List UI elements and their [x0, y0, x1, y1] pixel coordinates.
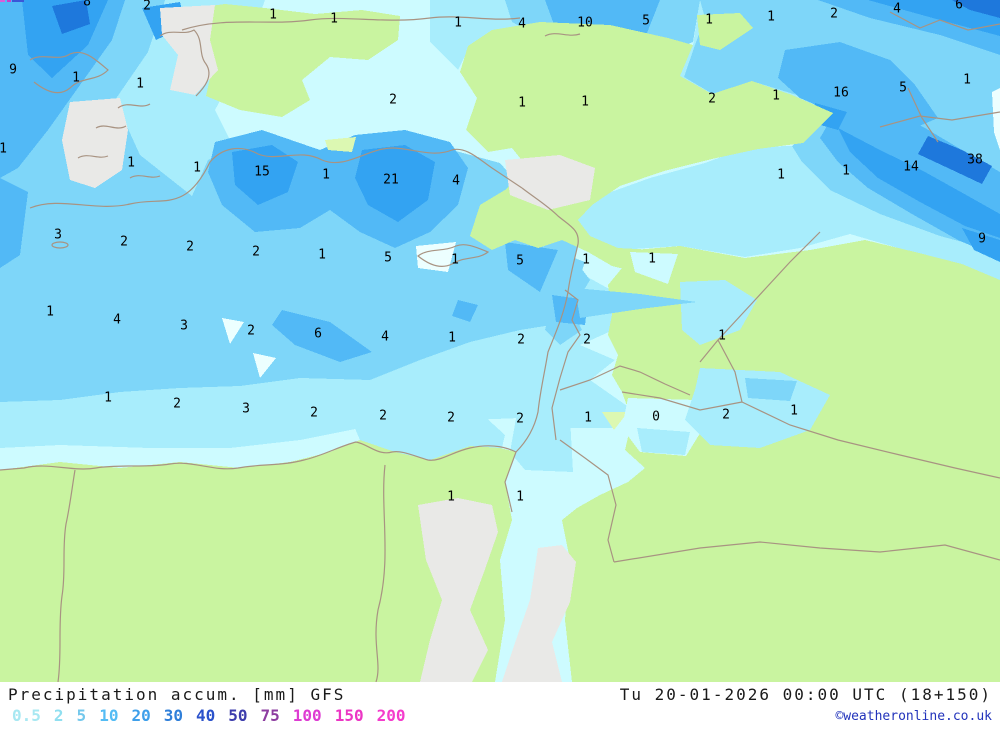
copyright-link[interactable]: ©weatheronline.co.uk	[835, 709, 992, 724]
scale-value: 50	[228, 706, 248, 725]
precipitation-map-canvas	[0, 0, 1000, 682]
scale-value: 200	[376, 706, 406, 725]
scale-value: 40	[195, 706, 216, 725]
map-footer: Precipitation accum. [mm] GFS 0.5 2 5 10 20 3…	[0, 682, 1000, 733]
gray-regions	[62, 5, 595, 682]
scale-value: 150	[334, 706, 364, 725]
scale-value: 100	[292, 706, 322, 725]
scale-value: 0.5	[12, 706, 41, 725]
scale-value: 2	[53, 706, 64, 725]
scale-value: 30	[163, 706, 183, 725]
forecast-datetime: Tu 20-01-2026 00:00 UTC (18+150)	[619, 685, 992, 704]
scale-value: 75	[260, 706, 280, 725]
scale-value: 5	[76, 706, 87, 725]
map-title: Precipitation accum. [mm] GFS	[8, 685, 346, 704]
dry-land-regions	[0, 4, 1000, 682]
overland-precip-patches	[575, 252, 830, 456]
scale-value: 20	[131, 706, 151, 725]
scale-value: 10	[99, 706, 119, 725]
precipitation-map: 8 2 1 1 1 4 10 5 1 1 2 4 6 9 1 1 2 1 1 2 1 16 5 1 1 1 1 15 1 21 4 1 1 14 3…	[0, 0, 1000, 682]
precip-color-scale: 0.5 2 5 10 20 30 40 50 75 100 150 200	[12, 706, 406, 725]
coastlines-borders	[0, 11, 1000, 682]
